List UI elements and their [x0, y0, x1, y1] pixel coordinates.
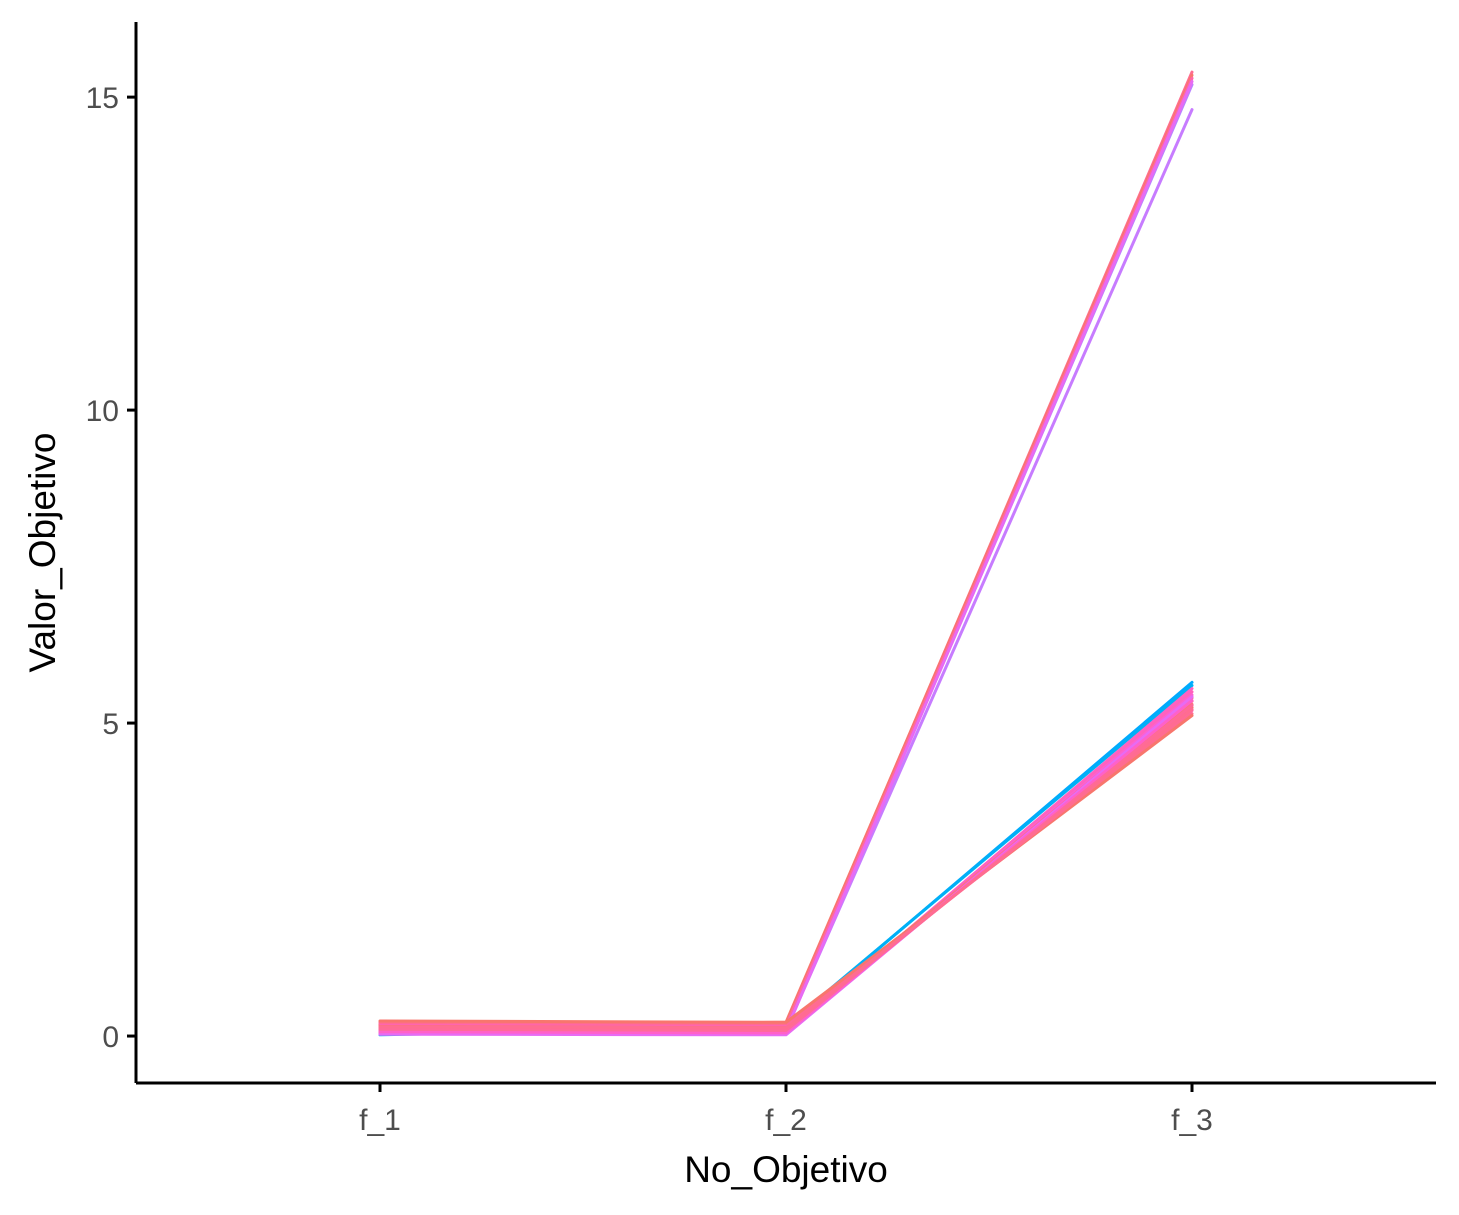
series-line-16 [378, 709, 1194, 1027]
series-line-12 [378, 696, 1194, 1032]
series-line-17 [378, 712, 1194, 1025]
x-tick-label: f_1 [359, 1104, 401, 1137]
series-line-11 [378, 693, 1194, 1033]
series-line-13 [378, 699, 1194, 1030]
x-tick-label: f_2 [765, 1104, 807, 1137]
series-line-14 [378, 702, 1194, 1029]
series-line-9 [378, 687, 1194, 1035]
series-line-4 [378, 73, 1194, 1027]
series-line-21 [378, 704, 1194, 1032]
series-line-1 [378, 108, 1194, 1035]
y-axis-title: Valor_Objetivo [22, 433, 63, 673]
series-line-6 [378, 80, 1194, 1034]
y-tick-label: 15 [86, 82, 119, 115]
series-line-3 [378, 70, 1194, 1029]
series-lines [378, 70, 1194, 1037]
series-line-10 [378, 690, 1194, 1034]
series-line-15 [378, 705, 1194, 1028]
y-tick-label: 5 [102, 708, 119, 741]
series-line-5 [378, 76, 1194, 1032]
series-line-7 [378, 680, 1194, 1037]
y-axis-ticks: 0 5 10 15 [86, 82, 136, 1054]
y-tick-label: 10 [86, 395, 119, 428]
series-line-20 [378, 699, 1194, 1035]
series-line-18 [378, 714, 1194, 1024]
series-line-22 [378, 707, 1194, 1030]
series-line-8 [378, 684, 1194, 1035]
series-line-2 [378, 83, 1194, 1033]
x-axis-ticks: f_1 f_2 f_3 [359, 1083, 1213, 1137]
x-tick-label: f_3 [1171, 1104, 1213, 1137]
x-axis-title: No_Objetivo [684, 1149, 888, 1190]
series-line-19 [378, 695, 1194, 1037]
y-tick-label: 0 [102, 1021, 119, 1054]
